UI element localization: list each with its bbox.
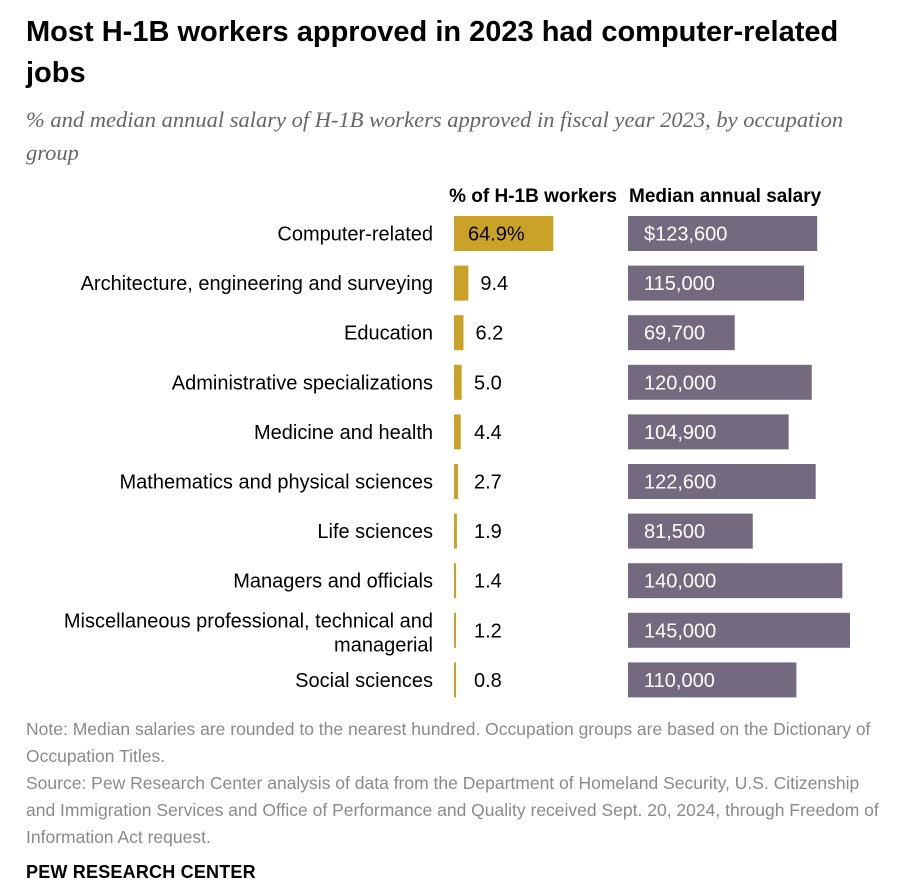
share-value-label: 64.9%: [468, 224, 525, 246]
share-bar: [454, 612, 456, 648]
share-bar: [454, 414, 461, 450]
salary-value-label: 140,000: [644, 571, 716, 593]
chart-notes: Note: Median salaries are rounded to the…: [26, 716, 886, 851]
salary-value-label: 120,000: [644, 372, 716, 394]
share-bar: [454, 513, 457, 549]
category-label: Computer-related: [277, 224, 433, 246]
salary-bar: [628, 464, 816, 499]
share-bar: [454, 315, 464, 351]
salary-value-label: 145,000: [644, 620, 716, 642]
category-label: Social sciences: [295, 670, 433, 692]
salary-bar: [628, 563, 843, 599]
category-label: Mathematics and physical sciences: [120, 472, 433, 494]
share-value-label: 2.7: [474, 472, 502, 494]
salary-value-label: 81,500: [644, 521, 705, 543]
salary-value-label: 104,900: [644, 422, 716, 444]
salary-value-label: $123,600: [644, 224, 727, 246]
category-label: Life sciences: [317, 521, 433, 543]
salary-bar: [628, 216, 818, 251]
share-bar: [454, 265, 469, 301]
share-column-header: % of H-1B workers: [449, 186, 617, 207]
salary-bar: [628, 364, 812, 400]
share-bar: [454, 464, 459, 499]
chart-subtitle: % and median annual salary of H-1B worke…: [26, 107, 844, 165]
salary-bar: [628, 315, 735, 351]
share-value-label: 1.2: [474, 620, 502, 642]
salary-bar: [628, 662, 797, 698]
share-bar: [454, 662, 456, 698]
salary-value-label: 122,600: [644, 472, 716, 494]
salary-value-label: 69,700: [644, 323, 705, 345]
share-value-label: 6.2: [475, 323, 503, 345]
category-label: Administrative specializations: [172, 372, 433, 394]
share-value-label: 4.4: [474, 422, 502, 444]
salary-value-label: 115,000: [644, 273, 715, 295]
salary-value-label: 110,000: [644, 670, 715, 692]
share-value-label: 9.4: [480, 273, 508, 295]
category-label: Miscellaneous professional, technical an…: [64, 610, 433, 656]
share-bar: [454, 364, 462, 400]
share-value-label: 0.8: [474, 670, 502, 692]
share-value-label: 1.9: [474, 521, 502, 543]
bar-chart: % of H-1B workers Median annual salary Com…: [64, 186, 850, 698]
source-text: Source: Pew Research Center analysis of …: [26, 773, 879, 847]
salary-column-header: Median annual salary: [629, 186, 822, 207]
category-label: Managers and officials: [233, 571, 433, 593]
note-text: Note: Median salaries are rounded to the…: [26, 719, 871, 766]
share-value-label: 1.4: [474, 571, 502, 593]
category-label: Education: [344, 323, 433, 345]
share-bar: [454, 563, 457, 599]
share-value-label: 5.0: [474, 372, 502, 394]
chart-title: Most H-1B workers approved in 2023 had c…: [26, 16, 839, 89]
salary-bar: [628, 265, 805, 301]
salary-bar: [628, 513, 753, 549]
brand-logo-text: PEW RESEARCH CENTER: [26, 862, 256, 882]
category-label: Architecture, engineering and surveying: [81, 273, 433, 295]
salary-bar: [628, 612, 850, 648]
category-label: Medicine and health: [254, 422, 433, 444]
salary-bar: [628, 414, 789, 450]
share-bar: [454, 216, 554, 251]
